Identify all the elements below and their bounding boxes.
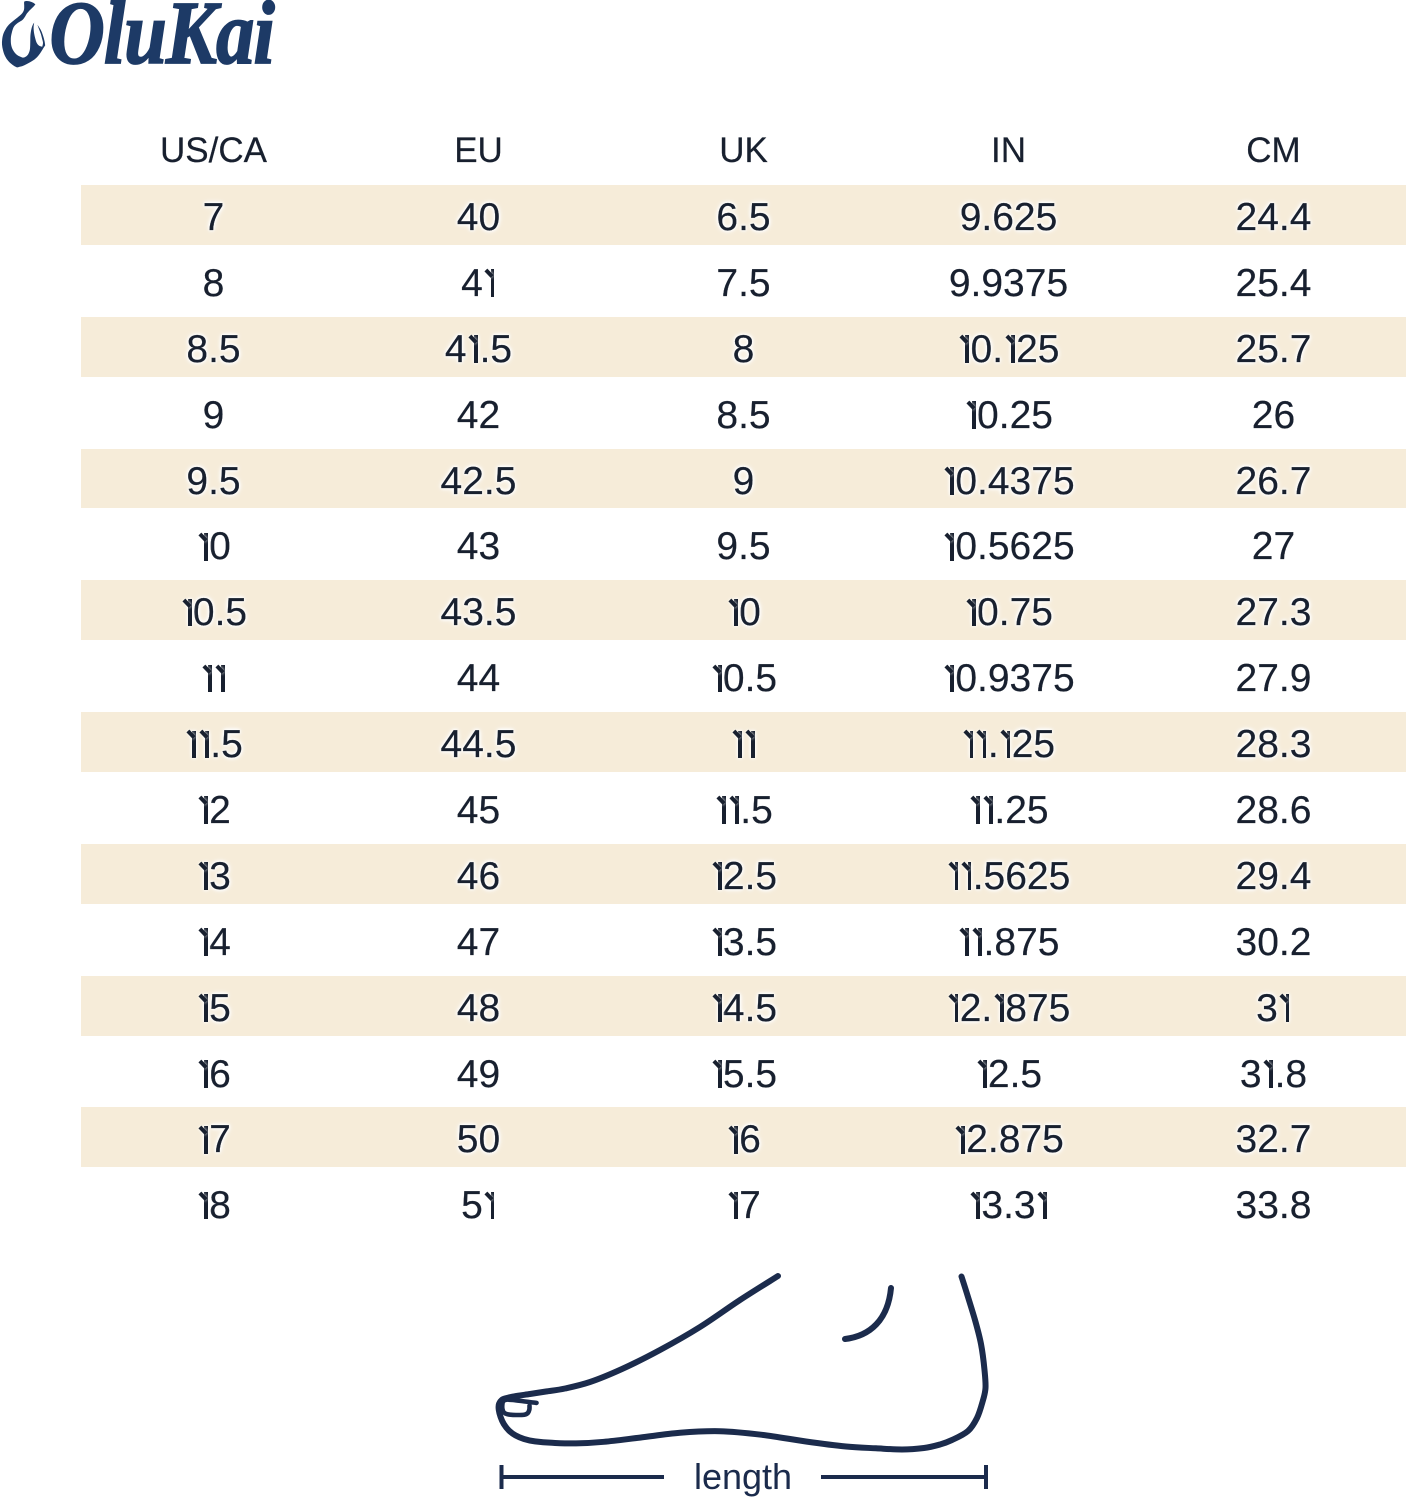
svg-text:OluKai: OluKai [50, 0, 275, 80]
svg-text:length: length [694, 1456, 792, 1497]
